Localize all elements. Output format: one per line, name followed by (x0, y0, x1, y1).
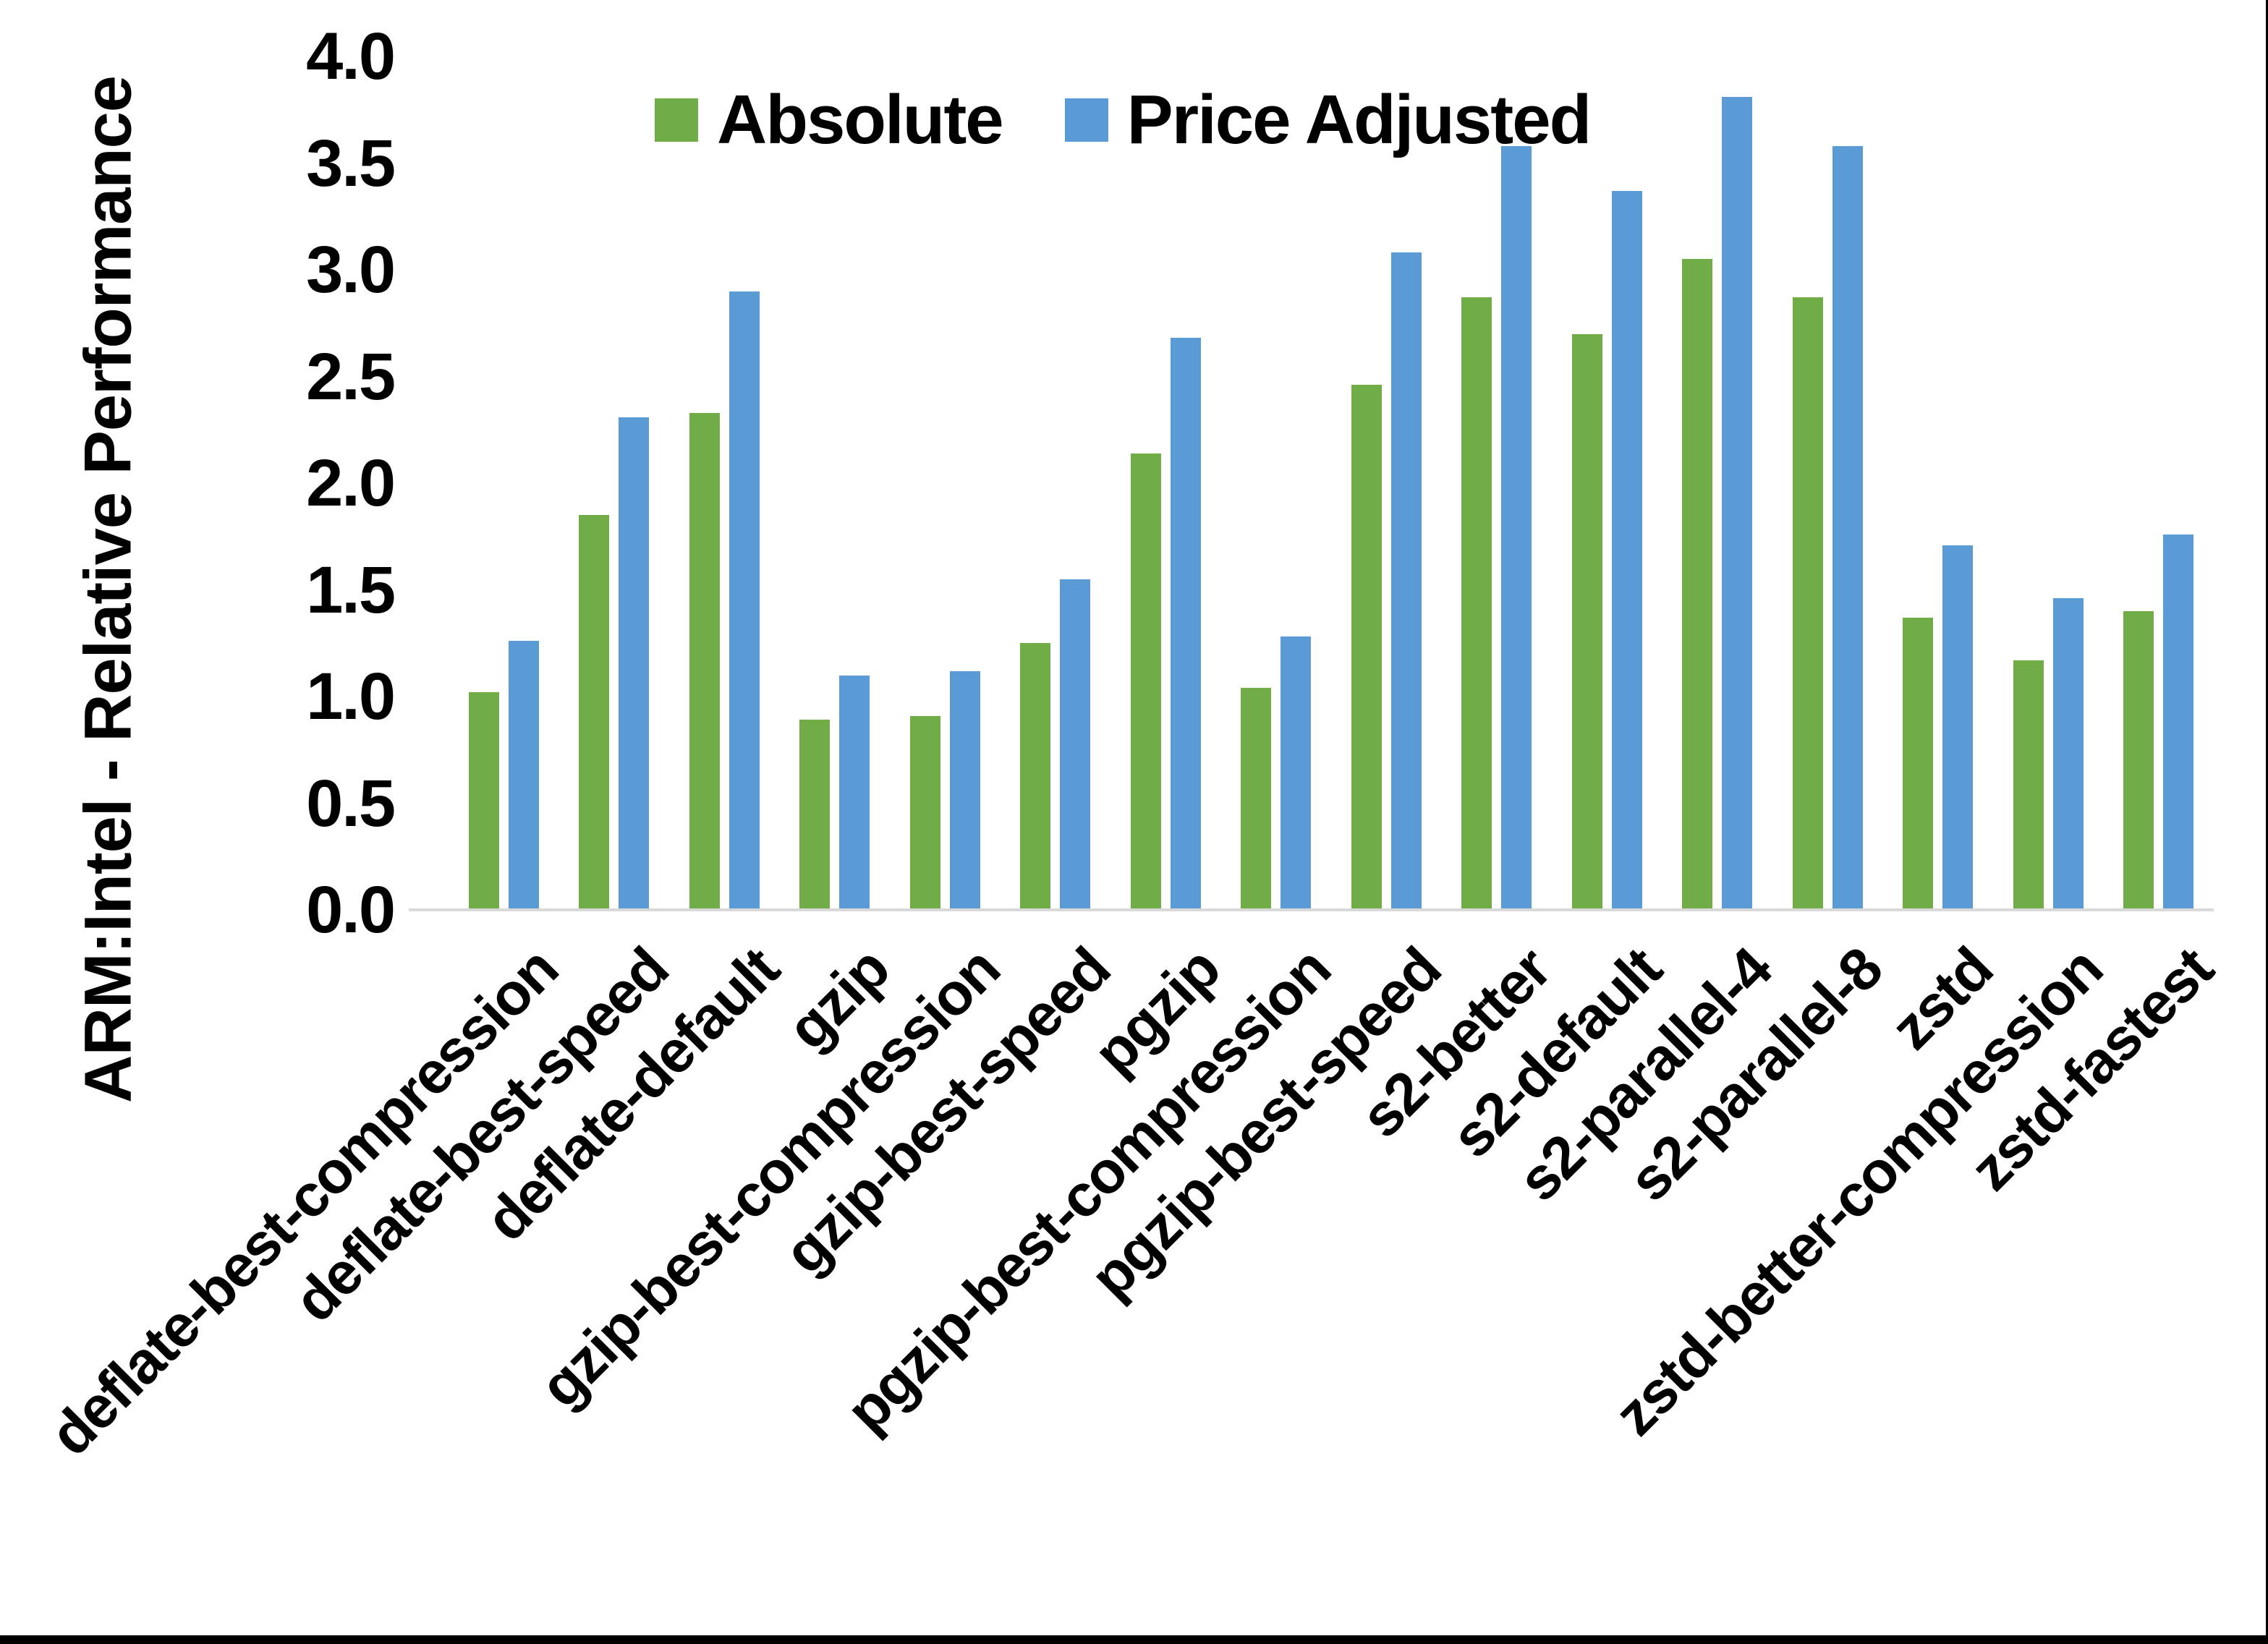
bar-group-gzip-best-compression (890, 670, 1001, 910)
x-axis-baseline (409, 908, 2214, 911)
bar-price-adjusted-pgzip-best-compression (1280, 636, 1312, 910)
bar-group-pgzip-best-speed (1331, 252, 1442, 910)
right-border-line (2266, 0, 2268, 1644)
bar-absolute-zstd-fastest (2123, 611, 2154, 910)
y-tick-label-0.0: 0.0 (306, 873, 396, 947)
bar-absolute-deflate-default (689, 412, 720, 910)
bar-group-s2-better (1442, 145, 1553, 910)
bar-absolute-pgzip (1130, 453, 1161, 910)
legend-swatch-absolute-icon (655, 98, 698, 142)
bar-absolute-zstd (1903, 617, 1934, 910)
bar-group-gzip (780, 675, 891, 910)
bar-absolute-gzip-best-speed (1020, 643, 1051, 910)
bar-group-pgzip (1110, 338, 1221, 910)
y-tick-label-3.0: 3.0 (306, 233, 396, 307)
bar-price-adjusted-pgzip (1170, 338, 1201, 910)
bar-price-adjusted-s2-better (1501, 145, 1532, 910)
bar-price-adjusted-gzip-best-compression (949, 670, 980, 910)
bar-group-deflate-best-speed (559, 417, 670, 910)
bar-group-deflate-default (669, 291, 780, 910)
bar-group-pgzip-best-compression (1221, 636, 1332, 910)
bar-price-adjusted-zstd (1942, 545, 1974, 910)
bar-group-deflate-best-compression (449, 641, 559, 910)
legend-label-price-adjusted: Price Adjusted (1126, 81, 1592, 158)
plot-area (409, 56, 2214, 910)
bar-absolute-s2-parallel-4 (1682, 259, 1713, 910)
legend-swatch-price-adjusted-icon (1064, 98, 1108, 142)
bar-absolute-pgzip-best-compression (1241, 688, 1272, 910)
bar-price-adjusted-deflate-default (729, 291, 760, 910)
y-axis-title: ARM:Intel - Relative Performance (71, 76, 145, 1103)
y-tick-label-2.0: 2.0 (306, 446, 396, 520)
bar-group-gzip-best-speed (1001, 579, 1111, 910)
bar-price-adjusted-deflate-best-speed (619, 417, 650, 910)
bar-price-adjusted-zstd-better-compression (2052, 598, 2084, 910)
legend: Absolute Price Adjusted (655, 81, 1592, 158)
bar-absolute-s2-default (1571, 333, 1602, 910)
y-tick-label-1.5: 1.5 (306, 553, 396, 627)
bar-absolute-s2-better (1461, 297, 1492, 910)
legend-item-absolute: Absolute (655, 81, 1004, 158)
bar-price-adjusted-s2-parallel-8 (1832, 145, 1863, 910)
bar-absolute-s2-parallel-8 (1792, 297, 1823, 910)
bar-group-s2-parallel-4 (1662, 97, 1773, 910)
y-tick-label-2.5: 2.5 (306, 339, 396, 414)
bar-absolute-pgzip-best-speed (1351, 385, 1382, 910)
bar-price-adjusted-s2-parallel-4 (1722, 97, 1753, 910)
y-tick-label-4.0: 4.0 (306, 20, 396, 93)
bar-price-adjusted-zstd-fastest (2163, 534, 2194, 910)
bottom-border-bar (0, 1635, 2268, 1644)
bar-group-zstd-fastest (2104, 534, 2214, 910)
bar-group-zstd-better-compression (1993, 598, 2104, 910)
bar-group-s2-parallel-8 (1772, 145, 1883, 910)
y-tick-label-1.0: 1.0 (306, 660, 396, 733)
bar-group-s2-default (1552, 190, 1662, 910)
bar-absolute-gzip (799, 720, 831, 910)
y-tick-label-0.5: 0.5 (306, 766, 396, 840)
legend-item-price-adjusted: Price Adjusted (1064, 81, 1592, 158)
bar-absolute-zstd-better-compression (2013, 660, 2044, 910)
bar-price-adjusted-gzip (839, 675, 870, 910)
bar-price-adjusted-s2-default (1611, 190, 1642, 910)
bar-absolute-gzip-best-compression (909, 715, 940, 910)
y-tick-label-3.5: 3.5 (306, 126, 396, 200)
bar-price-adjusted-deflate-best-compression (508, 641, 539, 910)
bar-absolute-deflate-best-compression (468, 692, 499, 910)
bar-price-adjusted-pgzip-best-speed (1390, 252, 1422, 910)
legend-label-absolute: Absolute (717, 81, 1004, 158)
bar-group-zstd (1883, 545, 1994, 910)
bar-price-adjusted-gzip-best-speed (1060, 579, 1091, 910)
bar-absolute-deflate-best-speed (579, 515, 610, 910)
